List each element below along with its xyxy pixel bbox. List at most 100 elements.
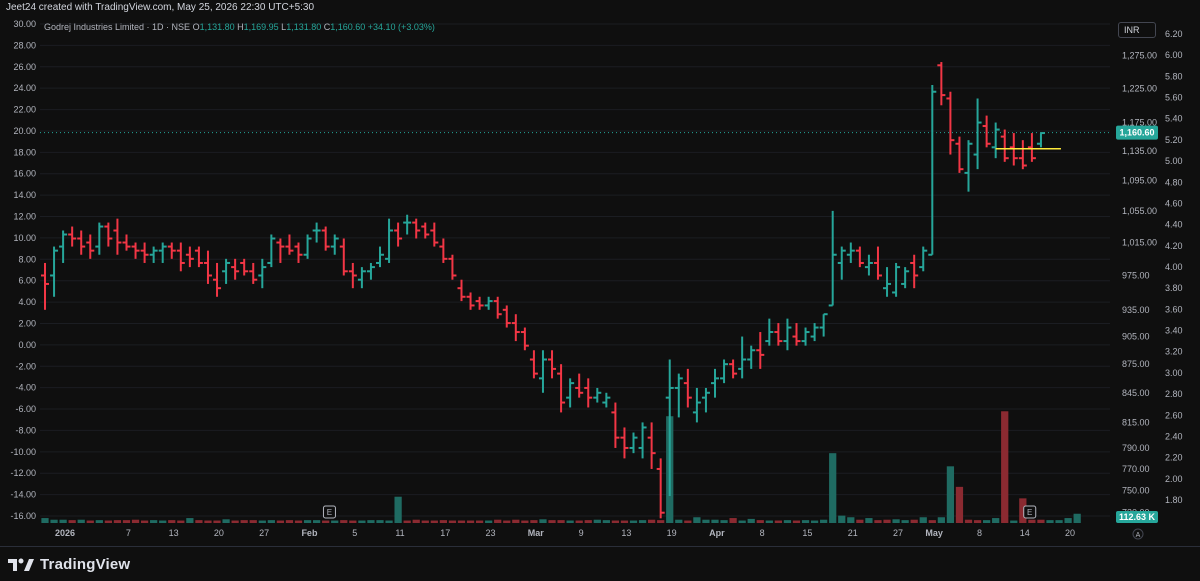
ohlc-bar bbox=[303, 234, 312, 259]
ohlc-bar bbox=[41, 262, 49, 310]
ohlc-bar bbox=[937, 62, 946, 106]
left-axis-tick: 24.00 bbox=[13, 83, 36, 93]
volume-bar bbox=[41, 518, 49, 523]
ohlc-bar bbox=[892, 262, 901, 297]
ohlc-bar bbox=[873, 246, 882, 280]
volume-bar bbox=[774, 520, 782, 523]
ratio-axis-tick: 5.40 bbox=[1165, 114, 1183, 124]
price-axis-tick: 1,055.00 bbox=[1122, 206, 1157, 216]
ohlc-bar bbox=[385, 218, 394, 263]
ohlc-bar bbox=[964, 140, 973, 192]
volume-bar bbox=[584, 520, 592, 523]
volume-bar bbox=[294, 520, 303, 523]
volume-bar bbox=[394, 496, 402, 523]
ohlc-bar bbox=[919, 246, 928, 272]
ohlc-bar bbox=[86, 234, 95, 259]
volume-bar bbox=[195, 520, 203, 523]
ohlc-bar bbox=[394, 222, 403, 247]
volume-bar bbox=[131, 519, 140, 523]
ohlc-bar bbox=[602, 392, 611, 408]
volume-bar bbox=[1064, 518, 1072, 523]
volume-bar bbox=[838, 515, 846, 523]
ohlc-bar bbox=[901, 267, 910, 289]
x-axis-tick: 13 bbox=[621, 528, 631, 538]
volume-bar bbox=[276, 520, 285, 523]
volume-bar bbox=[955, 486, 964, 523]
volume-bar bbox=[213, 520, 221, 523]
volume-bar bbox=[177, 520, 185, 523]
volume-bar bbox=[122, 520, 131, 523]
ohlc-bar bbox=[403, 214, 412, 235]
volume-bar bbox=[883, 519, 891, 523]
volume-bar bbox=[847, 517, 855, 523]
volume-bar bbox=[638, 520, 647, 523]
x-axis-tick: 27 bbox=[893, 528, 903, 538]
left-axis-tick: -2.00 bbox=[15, 361, 36, 371]
volume-bar bbox=[820, 519, 828, 523]
ratio-axis-tick: 3.80 bbox=[1165, 283, 1183, 293]
tradingview-logo[interactable]: TradingView bbox=[8, 556, 130, 573]
volume-bar bbox=[448, 520, 457, 523]
currency-selector[interactable]: INR bbox=[1118, 22, 1156, 38]
ratio-axis-tick: 1.80 bbox=[1165, 495, 1183, 505]
volume-bar bbox=[829, 453, 837, 523]
ohlc-bar bbox=[538, 350, 547, 393]
ohlc-bar bbox=[738, 336, 747, 379]
footer-bar: TradingView bbox=[0, 546, 1200, 581]
ohlc-bar bbox=[982, 115, 991, 148]
volume-bar bbox=[1001, 411, 1009, 523]
earnings-marker-label: E bbox=[1027, 508, 1032, 517]
ohlc-bar bbox=[819, 313, 828, 337]
x-axis-tick: 19 bbox=[667, 528, 677, 538]
left-axis-tick: 30.00 bbox=[13, 19, 36, 29]
ohlc-bar bbox=[756, 332, 765, 369]
volume-bar bbox=[801, 520, 810, 523]
volume-bar bbox=[684, 520, 692, 523]
tradingview-brand: TradingView bbox=[40, 556, 131, 573]
ratio-axis-tick: 3.40 bbox=[1165, 326, 1183, 336]
x-axis-tick: 23 bbox=[486, 528, 496, 538]
ratio-axis-tick: 4.00 bbox=[1165, 262, 1183, 272]
ohlc-bar bbox=[864, 254, 873, 276]
volume-bar bbox=[910, 519, 918, 523]
price-chart[interactable]: 30.00 28.00 26.00 24.00 22.00 20.00 18.00 16.00… bbox=[0, 16, 1200, 546]
price-axis-tick: 815.00 bbox=[1122, 417, 1150, 427]
ohlc-bar bbox=[692, 387, 701, 423]
price-axis-tick: 1,225.00 bbox=[1122, 83, 1157, 93]
ohlc-bar bbox=[955, 136, 964, 173]
legend-part: Godrej Industries Limited · 1D · NSE bbox=[44, 22, 193, 32]
ohlc-bar bbox=[747, 345, 756, 369]
tradingview-logo-icon bbox=[8, 558, 34, 571]
volume-bar bbox=[575, 520, 583, 523]
volume-bar bbox=[349, 520, 357, 523]
x-axis-tick: 9 bbox=[579, 528, 584, 538]
x-axis-tick: 20 bbox=[214, 528, 224, 538]
ohlc-bar bbox=[783, 318, 792, 351]
ohlc-bar bbox=[113, 218, 122, 255]
price-axis-tick: 905.00 bbox=[1122, 332, 1150, 342]
ohlc-bar bbox=[511, 314, 520, 342]
volume-bar bbox=[421, 520, 429, 523]
ohlc-bar bbox=[240, 258, 249, 276]
volume-bar bbox=[973, 520, 982, 523]
ohlc-bar bbox=[620, 427, 629, 459]
left-axis-tick: 0.00 bbox=[18, 340, 36, 350]
last-price-badge bbox=[1116, 125, 1158, 140]
left-axis-tick: 6.00 bbox=[18, 276, 36, 286]
ohlc-bar bbox=[701, 387, 710, 413]
left-axis-tick: 22.00 bbox=[13, 105, 36, 115]
ohlc-bar bbox=[267, 234, 276, 268]
volume-bar bbox=[104, 520, 112, 523]
volume-bar bbox=[512, 519, 520, 523]
ohlc-bar bbox=[194, 246, 203, 268]
earnings-marker bbox=[1023, 505, 1037, 519]
ohlc-bar bbox=[557, 364, 566, 413]
volume-bar bbox=[385, 520, 393, 523]
left-axis-tick: -12.00 bbox=[10, 468, 36, 478]
price-axis-tick: 1,275.00 bbox=[1122, 51, 1157, 61]
ohlc-bar bbox=[294, 242, 303, 263]
volume-bar bbox=[919, 517, 927, 523]
ohlc-bar bbox=[1018, 140, 1027, 170]
ohlc-bar bbox=[593, 387, 602, 403]
legend-part: 1,131.80 bbox=[200, 22, 238, 32]
